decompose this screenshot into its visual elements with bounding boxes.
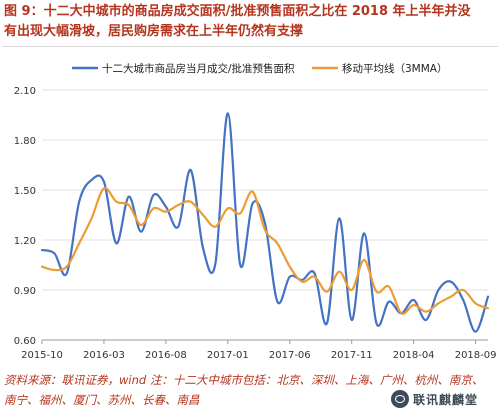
x-tick-label: 2017-01 [207,350,249,361]
y-tick-label: 1.50 [14,186,36,197]
watermark-text: 联讯麒麟堂 [413,392,479,407]
y-axis-ticks: 2.10 1.80 1.50 1.20 0.90 0.60 [14,86,36,347]
watermark: 联讯麒麟堂 [391,387,495,411]
series-line-monthly-ratio [40,112,490,333]
x-tick-label: 2016-03 [83,350,125,361]
grid [42,89,488,341]
series [40,112,490,333]
figure-title-line2: 有出现大幅滑坡，居民购房需求在上半年仍然有支撑 [4,24,304,39]
title-divider [2,46,498,47]
x-tick-label: 2016-08 [145,350,187,361]
y-tick-label: 1.80 [14,136,36,147]
x-axis-ticks: 2015-10 2016-03 2016-08 2017-01 2017-06 2017-… [21,340,497,361]
y-tick-label: 0.90 [14,286,36,297]
x-tick-label: 2018-09 [455,350,497,361]
watermark-logo-icon [391,390,409,408]
figure-title-line1: 图 9：十二大中城市的商品房成交面积/批准预售面积之比在 2018 年上半年并没 [4,4,471,19]
legend-label-series1: 十二大城市商品房当月成交/批准预售面积 [102,62,295,75]
legend-label-series2: 移动平均线（3MMA） [342,62,447,75]
footnote-line2: 南宁、福州、厦门、苏州、长春、南昌 [4,393,200,407]
x-tick-label: 2015-10 [21,350,63,361]
y-tick-label: 1.20 [14,236,36,247]
legend: 十二大城市商品房当月成交/批准预售面积 移动平均线（3MMA） [72,62,447,75]
footnote-line1: 资料来源：联讯证券，wind 注：十二大中城市包括：北京、深圳、上海、广州、杭州… [4,373,484,387]
line-chart: 十二大城市商品房当月成交/批准预售面积 移动平均线（3MMA） 2.10 1.80… [14,62,497,361]
x-tick-label: 2017-11 [331,350,373,361]
series-line-3mma [40,186,490,315]
x-tick-label: 2017-06 [269,350,311,361]
y-tick-label: 0.60 [14,336,36,347]
y-tick-label: 2.10 [14,86,36,97]
x-tick-label: 2018-04 [393,350,435,361]
figure-title: 图 9：十二大中城市的商品房成交面积/批准预售面积之比在 2018 年上半年并没… [4,2,498,42]
source-footnote: 资料来源：联讯证券，wind 注：十二大中城市包括：北京、深圳、上海、广州、杭州… [4,370,496,410]
